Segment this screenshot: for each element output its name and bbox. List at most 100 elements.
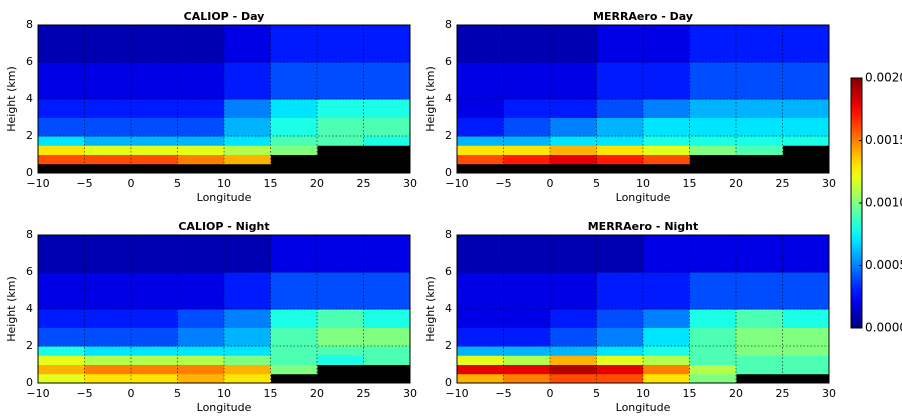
y-tick-label: 2	[26, 339, 33, 352]
heatmap-cell	[177, 327, 225, 347]
heatmap-cell	[317, 235, 364, 273]
heatmap-cell	[224, 373, 271, 384]
heatmap-cell	[177, 272, 225, 310]
heatmap-cell	[503, 309, 551, 328]
heatmap-cell	[38, 346, 85, 356]
y-tick-label: 0	[26, 376, 33, 389]
heatmap-cell	[131, 355, 178, 365]
heatmap-cell	[38, 117, 85, 137]
heatmap-cell	[550, 62, 597, 100]
heatmap-cell	[84, 327, 132, 347]
heatmap-cell	[317, 327, 364, 347]
heatmap-cell	[224, 346, 271, 356]
heatmap-cell	[270, 346, 318, 356]
x-tick-label: −10	[445, 387, 468, 400]
heatmap-cell	[782, 235, 830, 273]
heatmap-cell	[363, 62, 411, 100]
heatmap-cell	[317, 62, 364, 100]
heatmap-cell	[131, 235, 178, 273]
heatmap-cell	[131, 346, 178, 356]
heatmap-cell	[550, 25, 597, 63]
heatmap-cell	[736, 62, 783, 100]
heatmap-cell	[131, 154, 178, 165]
heatmap-cell	[689, 62, 737, 100]
heatmap-cell	[317, 136, 364, 146]
heatmap-cell	[84, 154, 132, 165]
heatmap-cell	[643, 235, 690, 273]
colorbar-tick-label: 0.0015	[865, 133, 902, 147]
heatmap-cell	[643, 373, 690, 384]
heatmap-cell	[550, 235, 597, 273]
heatmap-cell	[736, 145, 783, 155]
heatmap-cell	[177, 25, 225, 63]
heatmap-cell	[84, 373, 132, 384]
heatmap-cell	[643, 364, 690, 375]
heatmap-cell	[550, 373, 597, 384]
heatmap-cell	[736, 117, 783, 137]
heatmap-cell	[224, 99, 271, 118]
heatmap-cell	[782, 136, 830, 146]
heatmap-cell	[224, 154, 271, 165]
heatmap-cell	[457, 136, 504, 146]
heatmap-cell	[224, 136, 271, 146]
heatmap-cell	[643, 25, 690, 63]
heatmap-cell	[131, 136, 178, 146]
x-tick-label: 30	[822, 387, 836, 400]
heatmap-cell	[84, 235, 132, 273]
heatmap-cell	[131, 145, 178, 155]
heatmap-cell	[84, 117, 132, 137]
heatmap-cell	[503, 235, 551, 273]
y-tick-label: 2	[445, 339, 452, 352]
x-tick-label: −10	[445, 177, 468, 190]
heatmap-cell	[550, 99, 597, 118]
axes-frame	[456, 24, 830, 174]
heatmap-cell	[270, 235, 318, 273]
heatmap-cell	[84, 99, 132, 118]
heatmap-cell	[457, 62, 504, 100]
panel-title: CALIOP - Night	[178, 220, 269, 233]
heatmap-cell	[596, 355, 644, 365]
x-tick-label: 30	[822, 177, 836, 190]
heatmap-cell	[270, 355, 318, 365]
heatmap-cell	[270, 309, 318, 328]
heatmap-cell	[596, 373, 644, 384]
heatmap-cell	[270, 117, 318, 137]
x-tick-label: 25	[776, 387, 790, 400]
heatmap-cell	[643, 327, 690, 347]
heatmap-cell	[550, 136, 597, 146]
x-tick-label: 30	[403, 177, 417, 190]
heatmap-cell	[363, 235, 411, 273]
heatmap-cell	[224, 145, 271, 155]
heatmap-cell	[457, 235, 504, 273]
heatmap-cell	[38, 62, 85, 100]
y-tick-label: 6	[445, 265, 452, 278]
heatmap-cell	[736, 25, 783, 63]
heatmap-cell	[457, 25, 504, 63]
heatmap-cell	[457, 117, 504, 137]
x-tick-label: −5	[495, 177, 511, 190]
x-tick-label: −5	[76, 177, 92, 190]
heatmap-cell	[363, 355, 411, 365]
heatmap-cell	[38, 364, 85, 375]
heatmap-cell	[550, 355, 597, 365]
heatmap-cell	[643, 99, 690, 118]
heatmap-cell	[363, 136, 411, 146]
heatmap-cell	[131, 373, 178, 384]
y-axis-label: Height (km)	[5, 276, 18, 342]
heatmap-cell	[782, 272, 830, 310]
heatmap-cell	[177, 145, 225, 155]
heatmap-cell	[689, 346, 737, 356]
heatmap-cell	[596, 346, 644, 356]
heatmap-cell	[84, 272, 132, 310]
heatmap-cell	[224, 327, 271, 347]
panel-title: MERRAero - Day	[593, 10, 693, 23]
x-tick-label: 20	[729, 387, 743, 400]
heatmap-cell	[736, 136, 783, 146]
y-tick-label: 4	[445, 302, 452, 315]
x-tick-label: 0	[128, 387, 135, 400]
x-tick-label: 10	[636, 177, 650, 190]
heatmap-cell	[38, 154, 85, 165]
heatmap-cell	[596, 327, 644, 347]
y-axis-label: Height (km)	[424, 66, 437, 132]
